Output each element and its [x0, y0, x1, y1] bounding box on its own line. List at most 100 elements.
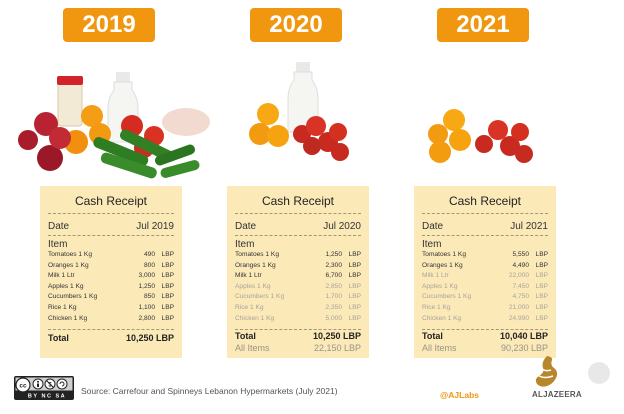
source-credit: Source: Carrefour and Spinneys Lebanon H…: [81, 386, 338, 396]
item-price: 3,000: [138, 272, 155, 280]
item-price: 2,300: [325, 261, 342, 269]
divider: [48, 213, 174, 214]
total-label: Total: [48, 333, 69, 343]
receipt-item-row: Apples 1 Kg 7,450 LBP: [422, 282, 548, 293]
item-label: Item: [422, 239, 442, 250]
item-name: Tomatoes 1 Kg: [422, 251, 466, 258]
divider: [422, 235, 548, 236]
receipt-item-row: Cucumbers 1 Kg 850 LBP: [48, 292, 174, 303]
corner-dot: [588, 362, 610, 384]
item-currency: LBP: [161, 293, 174, 301]
item-list: Tomatoes 1 Kg 1,250 LBP Oranges 1 Kg 2,300 LB…: [235, 250, 361, 324]
item-name: Rice 1 Kg: [48, 303, 77, 311]
total-value: 10,040 LBP: [499, 331, 548, 341]
item-currency: LBP: [161, 272, 174, 280]
item-price: 4,490: [512, 261, 529, 269]
item-name: Chicken 1 Kg: [48, 314, 88, 322]
item-name: Rice 1 Kg: [235, 303, 264, 311]
item-name: Cucumbers 1 Kg: [235, 293, 285, 301]
item-currency: LBP: [535, 272, 548, 280]
all-items-label: All Items: [235, 343, 270, 353]
item-currency: LBP: [161, 261, 174, 269]
receipt-item-row: Tomatoes 1 Kg 1,250 LBP: [235, 250, 361, 261]
receipt-2019: Cash Receipt Date Jul 2019 Item Tomatoes…: [40, 186, 182, 358]
receipt-item-row: Oranges 1 Kg 4,490 LBP: [422, 261, 548, 272]
item-currency: LBP: [535, 282, 548, 290]
divider: [48, 235, 174, 236]
date-label: Date: [422, 221, 444, 232]
item-price: 1,700: [325, 293, 342, 301]
receipt-item-row: Tomatoes 1 Kg 5,550 LBP: [422, 250, 548, 261]
produce-illustration-2021: [428, 109, 533, 163]
item-name: Apples 1 Kg: [48, 282, 84, 290]
receipt-2021: Cash Receipt Date Jul 2021 Item Tomatoes…: [414, 186, 556, 358]
receipt-item-row: Milk 1 Ltr 6,700 LBP: [235, 271, 361, 282]
receipt-2020: Cash Receipt Date Jul 2020 Item Tomatoes…: [227, 186, 369, 358]
item-price: 7,450: [512, 282, 529, 290]
item-price: 2,350: [325, 303, 342, 311]
receipt-item-row: Cucumbers 1 Kg 1,700 LBP: [235, 292, 361, 303]
item-currency: LBP: [161, 303, 174, 311]
item-currency: LBP: [348, 303, 361, 311]
item-list: Tomatoes 1 Kg 5,550 LBP Oranges 1 Kg 4,490 LB…: [422, 250, 548, 324]
receipt-item-row: Apples 1 Kg 2,850 LBP: [235, 282, 361, 293]
item-price: 490: [143, 251, 155, 258]
item-price: 2,850: [325, 282, 342, 290]
receipt-item-row: Chicken 1 Kg 2,800 LBP: [48, 314, 174, 325]
item-name: Milk 1 Ltr: [235, 272, 262, 280]
receipt-title: Cash Receipt: [261, 194, 335, 208]
aljazeera-wordmark: ALJAZEERA: [532, 390, 582, 399]
receipt-title: Cash Receipt: [74, 194, 148, 208]
item-price: 850: [143, 293, 155, 301]
item-currency: LBP: [348, 282, 361, 290]
item-price: 800: [143, 261, 155, 269]
date-label: Date: [235, 221, 257, 232]
item-currency: LBP: [348, 261, 361, 269]
item-currency: LBP: [161, 282, 174, 290]
item-price: 5,550: [512, 251, 529, 258]
item-price: 22,000: [508, 272, 529, 280]
item-name: Cucumbers 1 Kg: [422, 293, 472, 301]
item-name: Chicken 1 Kg: [422, 314, 462, 322]
year-badge-2020: 2020: [250, 8, 342, 42]
item-currency: LBP: [535, 314, 548, 322]
divider: [235, 329, 361, 330]
divider: [48, 329, 174, 330]
item-list: Tomatoes 1 Kg 490 LBP Oranges 1 Kg 800 LBP Mil…: [48, 250, 174, 324]
receipt-item-row: Chicken 1 Kg 24,990 LBP: [422, 314, 548, 325]
item-name: Oranges 1 Kg: [422, 261, 463, 269]
item-currency: LBP: [161, 314, 174, 322]
item-price: 2,800: [138, 314, 155, 322]
receipt-item-row: Rice 1 Kg 21,000 LBP: [422, 303, 548, 314]
divider: [422, 329, 548, 330]
item-price: 5,000: [325, 314, 342, 322]
receipt-title: Cash Receipt: [448, 194, 522, 208]
date-label: Date: [48, 221, 70, 232]
item-name: Rice 1 Kg: [422, 303, 451, 311]
receipt-item-row: Oranges 1 Kg 800 LBP: [48, 261, 174, 272]
svg-text:$: $: [48, 383, 52, 389]
date-value: Jul 2019: [136, 221, 174, 232]
divider: [235, 213, 361, 214]
year-badge-2021: 2021: [437, 8, 529, 42]
item-currency: LBP: [348, 272, 361, 280]
item-currency: LBP: [348, 314, 361, 322]
item-currency: LBP: [348, 251, 361, 258]
item-currency: LBP: [535, 251, 548, 258]
item-price: 1,250: [138, 282, 155, 290]
item-price: 6,700: [325, 272, 342, 280]
item-name: Milk 1 Ltr: [48, 272, 75, 280]
all-items-value: 22,150 LBP: [313, 343, 361, 353]
receipt-item-row: Apples 1 Kg 1,250 LBP: [48, 282, 174, 293]
item-currency: LBP: [161, 251, 174, 258]
receipt-item-row: Rice 1 Kg 2,350 LBP: [235, 303, 361, 314]
item-price: 21,000: [508, 303, 529, 311]
receipt-item-row: Milk 1 Ltr 22,000 LBP: [422, 271, 548, 282]
item-name: Oranges 1 Kg: [235, 261, 276, 269]
receipt-item-row: Chicken 1 Kg 5,000 LBP: [235, 314, 361, 325]
item-name: Oranges 1 Kg: [48, 261, 89, 269]
item-name: Apples 1 Kg: [235, 282, 271, 290]
item-name: Apples 1 Kg: [422, 282, 458, 290]
item-price: 1,250: [325, 251, 342, 258]
receipt-item-row: Milk 1 Ltr 3,000 LBP: [48, 271, 174, 282]
